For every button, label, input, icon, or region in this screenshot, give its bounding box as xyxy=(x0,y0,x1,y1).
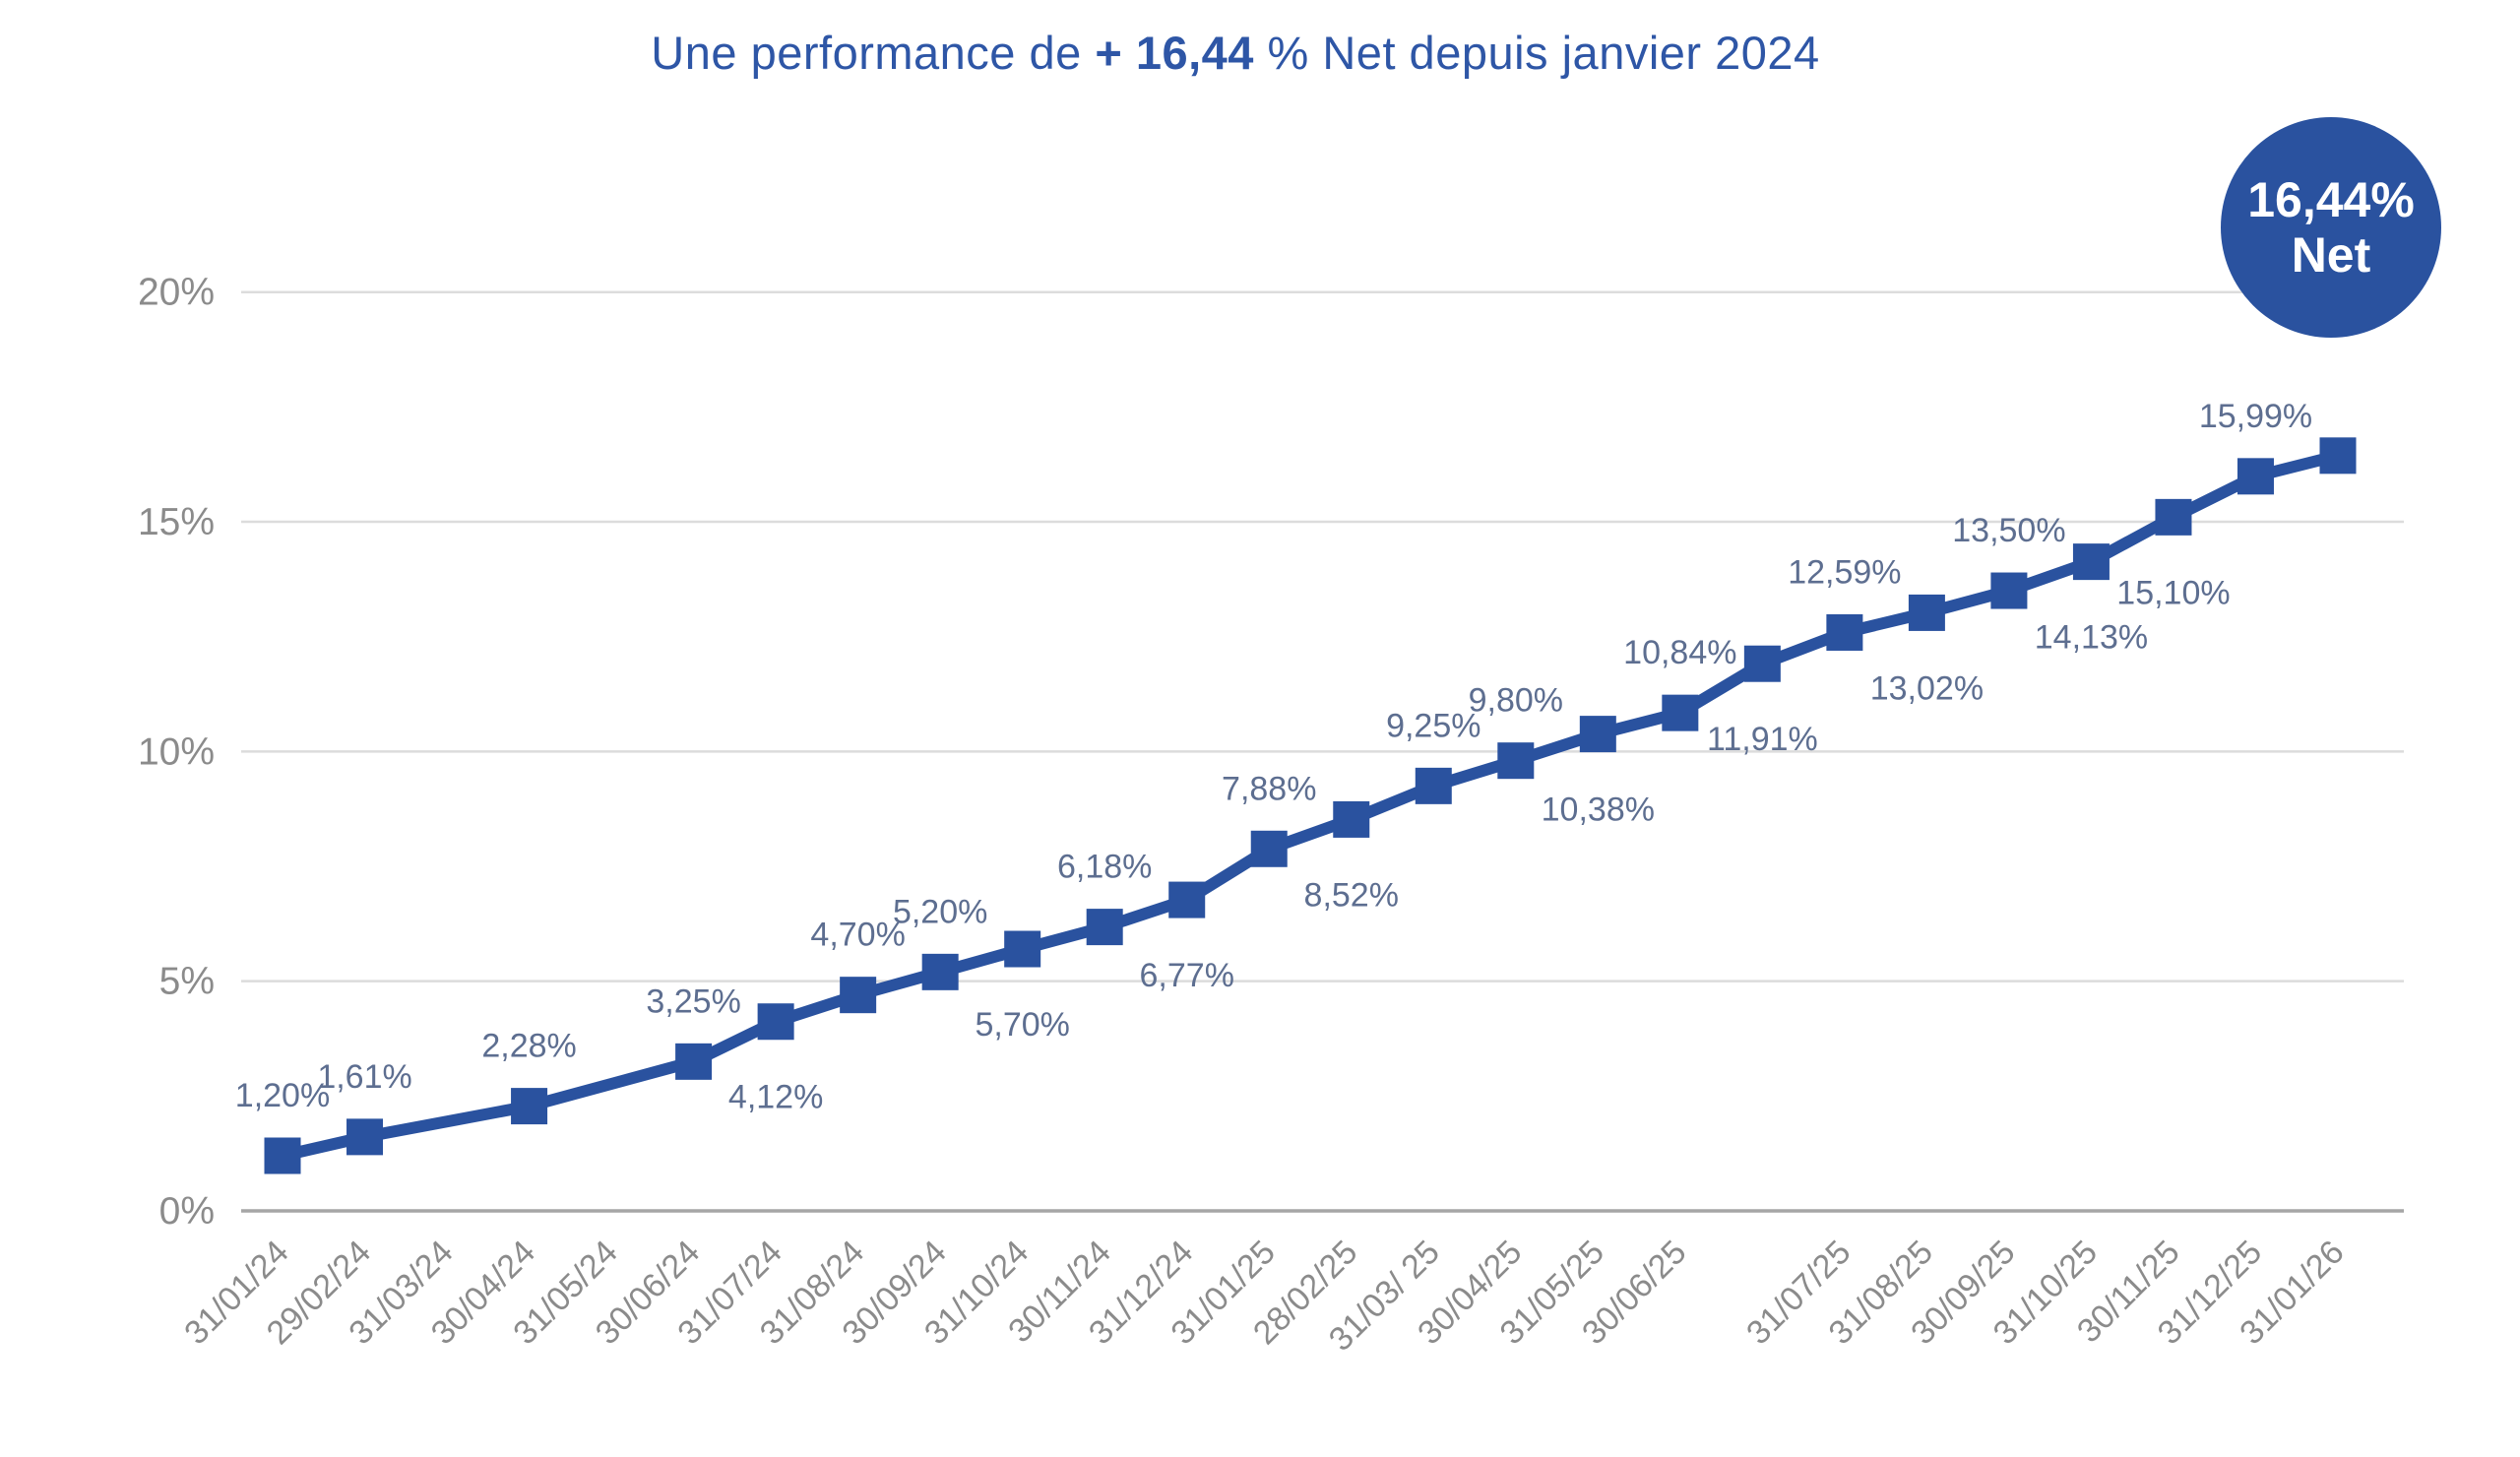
y-axis-tick-label: 5% xyxy=(159,961,215,1003)
data-point-marker xyxy=(2319,437,2357,475)
data-point-marker xyxy=(757,1003,794,1041)
chart-title-suffix: % Net depuis janvier 2024 xyxy=(1253,27,1820,79)
data-point-label: 9,80% xyxy=(1469,682,1563,720)
data-point-label: 12,59% xyxy=(1788,553,1901,591)
data-point-label: 5,70% xyxy=(975,1006,1069,1044)
data-point-marker xyxy=(1826,613,1863,651)
y-axis-tick-label: 15% xyxy=(138,501,215,543)
data-point-marker xyxy=(1579,716,1616,753)
data-point-marker xyxy=(1168,881,1206,919)
data-point-label: 7,88% xyxy=(1222,770,1316,807)
data-point-marker xyxy=(1415,767,1452,804)
data-point-marker xyxy=(511,1088,548,1125)
data-point-marker xyxy=(2155,498,2192,536)
y-axis-tick-label: 0% xyxy=(159,1190,215,1233)
data-point-marker xyxy=(1250,830,1288,867)
data-point-label: 1,61% xyxy=(317,1058,411,1096)
data-point-marker xyxy=(264,1137,301,1174)
y-axis-tick-label: 20% xyxy=(138,272,215,314)
badge-value: 16,44% xyxy=(2247,172,2415,227)
data-point-marker xyxy=(675,1043,713,1080)
data-point-label: 14,13% xyxy=(2035,619,2148,657)
performance-badge: 16,44% Net xyxy=(2221,117,2441,338)
data-point-marker xyxy=(1497,742,1535,780)
data-point-label: 6,77% xyxy=(1140,957,1234,994)
data-point-label: 13,02% xyxy=(1870,669,1984,707)
data-point-label: 4,12% xyxy=(728,1079,823,1116)
data-point-marker xyxy=(840,977,877,1014)
data-point-label: 13,50% xyxy=(1952,512,2065,549)
chart-title-highlight: + 16,44 xyxy=(1095,27,1254,79)
data-point-label: 1,20% xyxy=(235,1077,330,1114)
data-point-marker xyxy=(2072,543,2110,581)
badge-net-label: Net xyxy=(2291,227,2371,283)
data-point-marker xyxy=(1004,930,1041,968)
data-point-marker xyxy=(1333,800,1370,838)
data-point-marker xyxy=(1662,694,1699,731)
chart-title: Une performance de + 16,44 % Net depuis … xyxy=(0,26,2471,80)
data-point-label: 15,10% xyxy=(2116,574,2230,611)
data-point-marker xyxy=(921,953,959,990)
data-point-marker xyxy=(346,1118,384,1156)
data-point-label: 9,25% xyxy=(1386,707,1480,744)
data-point-marker xyxy=(1086,909,1123,946)
data-point-label: 11,91% xyxy=(1707,721,1818,758)
data-point-marker xyxy=(1743,645,1781,682)
data-point-label: 3,25% xyxy=(646,982,740,1020)
data-point-label: 6,18% xyxy=(1057,849,1152,886)
data-point-label: 5,20% xyxy=(893,893,987,930)
chart-title-prefix: Une performance de xyxy=(651,27,1096,79)
data-point-label: 2,28% xyxy=(481,1028,576,1065)
data-point-label: 10,38% xyxy=(1542,792,1655,829)
data-point-label: 8,52% xyxy=(1304,876,1399,914)
data-point-label: 10,84% xyxy=(1623,634,1736,671)
y-axis-tick-label: 10% xyxy=(138,730,215,773)
data-point-marker xyxy=(1990,572,2028,609)
data-point-marker xyxy=(2236,458,2274,495)
data-point-label: 4,70% xyxy=(810,917,905,954)
data-point-marker xyxy=(1908,594,1945,631)
data-point-label: 15,99% xyxy=(2199,398,2312,435)
